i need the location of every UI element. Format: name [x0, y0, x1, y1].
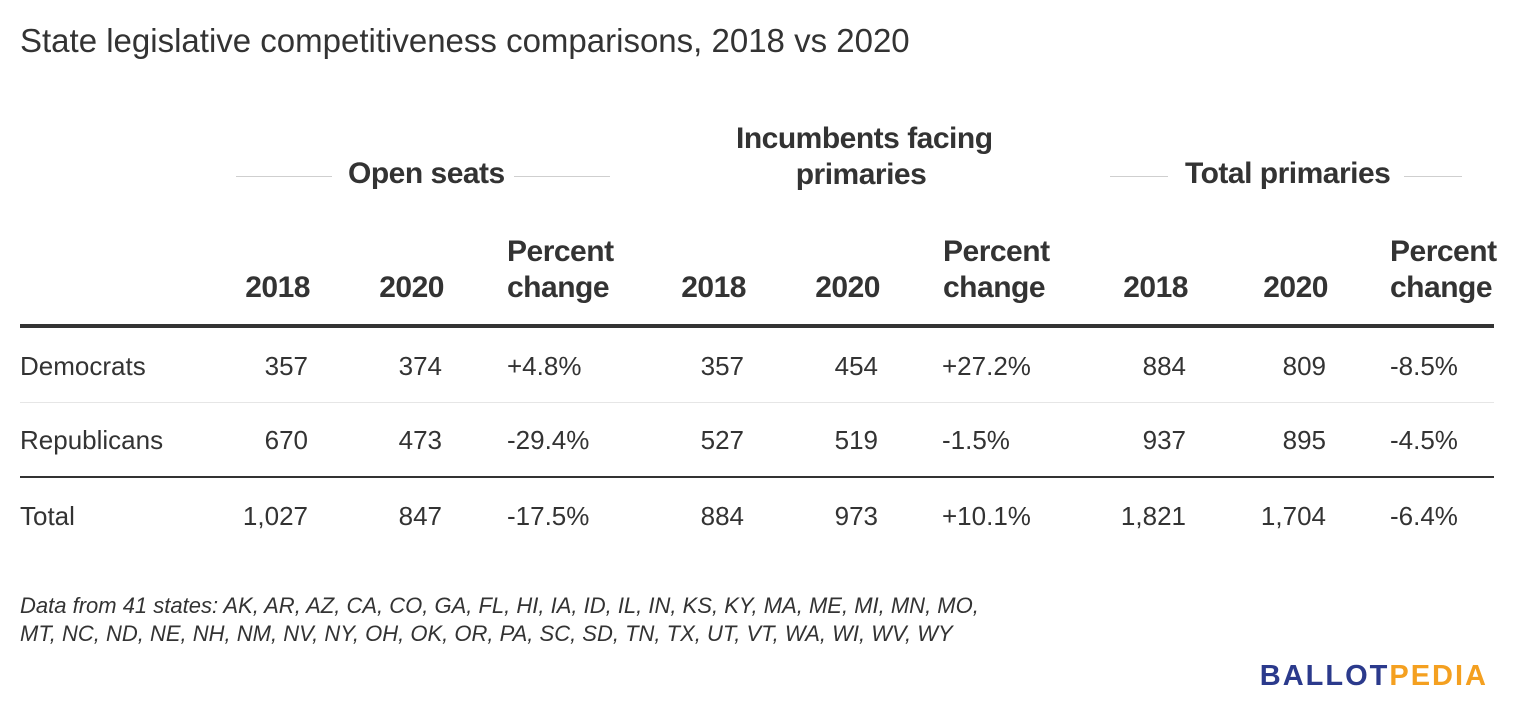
- cell-inc-pct: -1.5%: [942, 425, 1010, 455]
- group-header-incumbents-line1: Incumbents facing: [736, 122, 993, 155]
- cell-open-2018: 670: [264, 425, 308, 455]
- cell-open-pct: +4.8%: [507, 351, 582, 381]
- cell-total-pct: -6.4%: [1390, 501, 1458, 531]
- cell-total-2018: 1,821: [1120, 501, 1186, 531]
- cell-inc-2020: 973: [834, 501, 878, 531]
- cell-total-2018: 937: [1142, 425, 1186, 455]
- group-header-open-seats: Open seats: [348, 157, 505, 190]
- group-header-total-primaries: Total primaries: [1185, 157, 1391, 190]
- cell-total-pct: -4.5%: [1390, 425, 1458, 455]
- ballotpedia-logo: BALLOTPEDIA: [1260, 660, 1488, 693]
- cell-total-2018: 884: [1142, 351, 1186, 381]
- cell-total-2020: 895: [1282, 425, 1326, 455]
- col-header-open-pct: Percent change: [507, 234, 614, 306]
- group-header-incumbents: Incumbents facing primaries: [736, 121, 993, 193]
- header-rule: [20, 324, 1494, 328]
- col-header-inc-2020: 2020: [815, 271, 880, 304]
- open-seats-rule-left: [236, 176, 332, 177]
- cell-open-pct: -29.4%: [507, 425, 590, 455]
- cell-inc-pct: +27.2%: [942, 351, 1031, 381]
- col-header-open-2020: 2020: [379, 271, 444, 304]
- open-seats-rule-right: [514, 176, 610, 177]
- col-header-inc-pct-line1: Percent: [943, 235, 1050, 268]
- cell-open-2020: 847: [398, 501, 442, 531]
- cell-total-pct: -8.5%: [1390, 351, 1458, 381]
- cell-open-2018: 357: [264, 351, 308, 381]
- cell-inc-pct: +10.1%: [942, 501, 1031, 531]
- logo-part2: PEDIA: [1389, 660, 1488, 692]
- col-header-total-pct-line1: Percent: [1390, 235, 1497, 268]
- footnote-line2: MT, NC, ND, NE, NH, NM, NV, NY, OH, OK, …: [20, 621, 953, 646]
- total-primaries-rule-right: [1404, 176, 1462, 177]
- col-header-total-pct-line2: change: [1390, 271, 1493, 304]
- row-label: Democrats: [20, 351, 146, 381]
- col-header-inc-pct-line2: change: [943, 271, 1046, 304]
- cell-inc-2020: 519: [834, 425, 878, 455]
- row-label: Republicans: [20, 425, 164, 455]
- cell-inc-2018: 527: [700, 425, 744, 455]
- cell-inc-2018: 884: [700, 501, 744, 531]
- footnote: Data from 41 states: AK, AR, AZ, CA, CO,…: [20, 592, 1120, 648]
- total-primaries-rule-left: [1110, 176, 1168, 177]
- col-header-total-pct: Percent change: [1390, 234, 1497, 306]
- cell-total-2020: 809: [1282, 351, 1326, 381]
- footnote-line1: Data from 41 states: AK, AR, AZ, CA, CO,…: [20, 593, 979, 618]
- col-header-inc-2018: 2018: [681, 271, 746, 304]
- total-rule: [20, 476, 1494, 478]
- cell-open-2020: 473: [398, 425, 442, 455]
- logo-part1: BALLOT: [1259, 660, 1390, 692]
- cell-open-2018: 1,027: [242, 501, 308, 531]
- row-label: Total: [20, 501, 75, 531]
- col-header-open-pct-line2: change: [507, 271, 610, 304]
- cell-inc-2018: 357: [700, 351, 744, 381]
- col-header-total-2018: 2018: [1123, 271, 1188, 304]
- group-header-incumbents-line2: primaries: [795, 158, 927, 191]
- chart-title: State legislative competitiveness compar…: [20, 22, 910, 59]
- cell-open-pct: -17.5%: [507, 501, 590, 531]
- col-header-open-2018: 2018: [245, 271, 310, 304]
- col-header-total-2020: 2020: [1263, 271, 1328, 304]
- row-divider: [20, 402, 1494, 403]
- cell-total-2020: 1,704: [1260, 501, 1326, 531]
- col-header-inc-pct: Percent change: [943, 234, 1050, 306]
- col-header-open-pct-line1: Percent: [507, 235, 614, 268]
- cell-inc-2020: 454: [834, 351, 878, 381]
- cell-open-2020: 374: [398, 351, 442, 381]
